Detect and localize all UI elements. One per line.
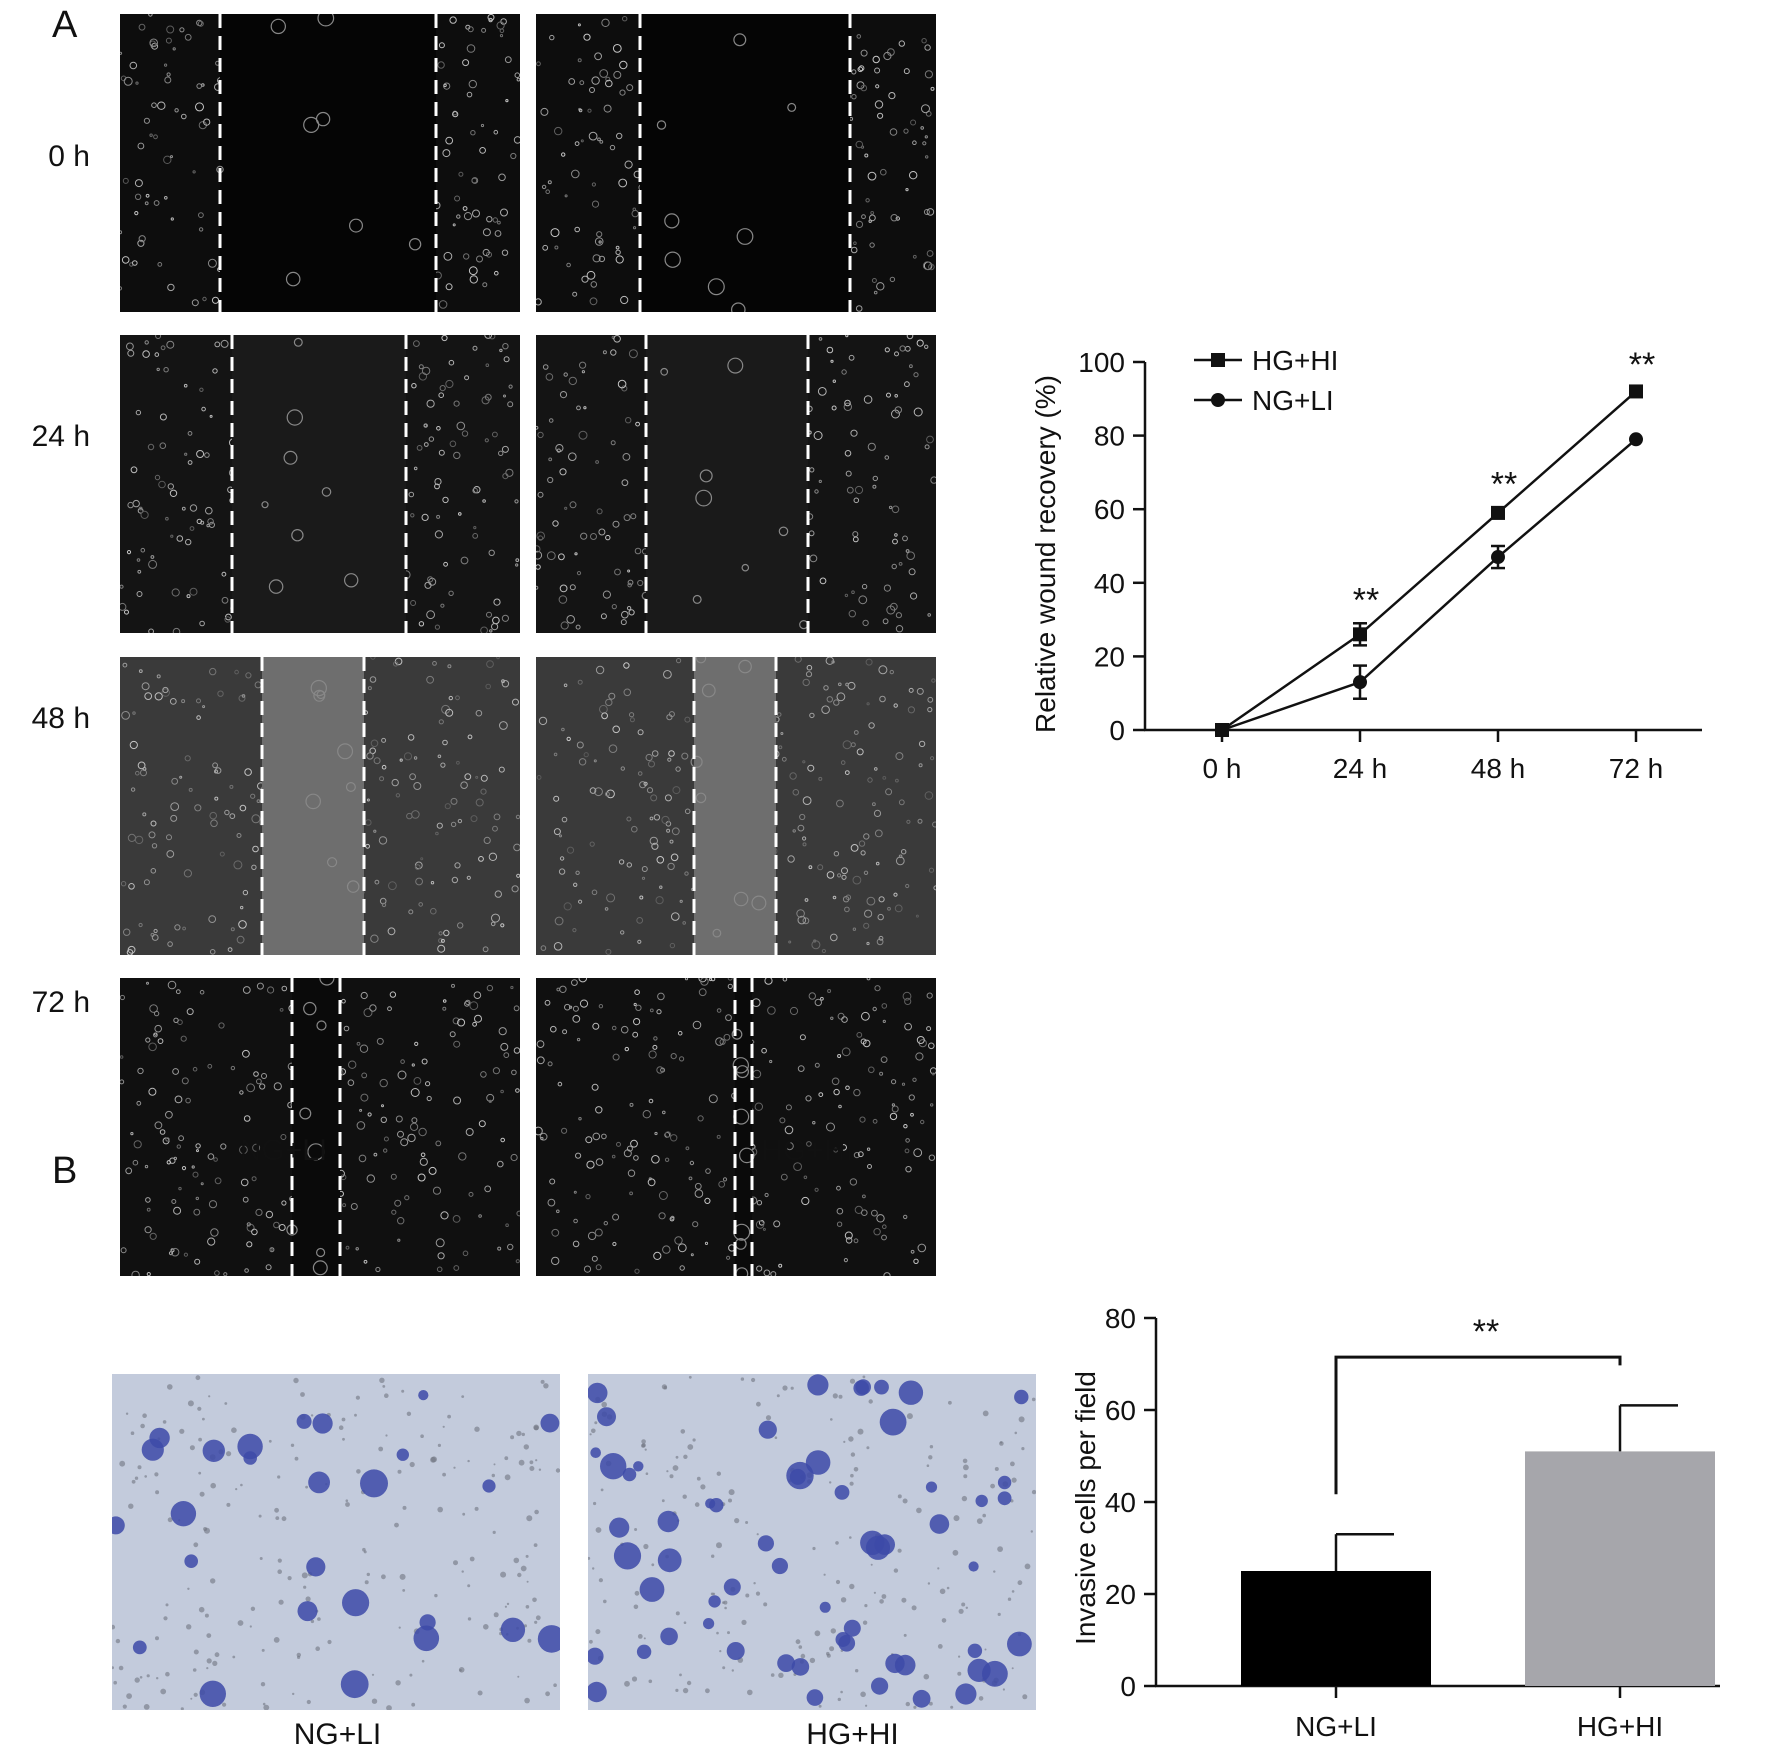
line-chart-legend: HG+HI NG+LI — [1194, 345, 1338, 416]
scratch-micrograph — [120, 657, 520, 955]
column-label-hg-hi-b: HG+HI — [806, 1718, 899, 1751]
data-point — [1353, 627, 1367, 642]
y-tick-label: 40 — [1105, 1487, 1136, 1518]
data-point — [1491, 550, 1505, 565]
y-tick-label: 100 — [1078, 347, 1125, 378]
bar-hg-hi: HG+HI — [1525, 1404, 1715, 1742]
legend-entry: HG+HI — [1252, 345, 1338, 376]
series-ng-li — [1215, 432, 1643, 737]
panel-label-a: A — [52, 4, 78, 46]
scratch-micrograph — [536, 335, 936, 633]
y-tick-label: 0 — [1109, 715, 1125, 746]
data-point — [1215, 723, 1229, 737]
bar — [1241, 1571, 1431, 1686]
scratch-micrograph — [120, 14, 520, 312]
y-tick-label: 40 — [1094, 568, 1125, 599]
time-label-72h: 72 h — [31, 986, 90, 1019]
y-axis-label: Invasive cells per field — [1070, 1371, 1101, 1645]
column-label-ng-li-b: NG+LI — [293, 1718, 382, 1751]
x-tick-label: 48 h — [1471, 753, 1526, 784]
scratch-micrograph — [536, 14, 936, 312]
column-label-ng-li-a: NG+LI — [239, 1134, 328, 1167]
y-tick-label: 0 — [1120, 1671, 1136, 1702]
transwell-micrograph — [112, 1374, 560, 1710]
series-line — [1221, 390, 1637, 732]
y-axis-label: Relative wound recovery (%) — [1030, 375, 1061, 733]
significance-marker: ** — [1491, 465, 1517, 503]
series-line — [1221, 438, 1637, 732]
y-tick-label: 60 — [1105, 1395, 1136, 1426]
bar-ng-li: NG+LI — [1241, 1532, 1431, 1742]
data-point — [1629, 384, 1643, 399]
line-chart-axes: 0 20 40 60 80 100 0 h 24 h 48 h 72 h — [1078, 347, 1702, 784]
y-tick-label: 80 — [1105, 1303, 1136, 1334]
data-point — [1629, 432, 1643, 447]
significance-bracket: ** — [1334, 1313, 1622, 1495]
scratch-micrograph — [120, 978, 520, 1276]
transwell-micrograph — [588, 1374, 1036, 1710]
x-tick-label: 24 h — [1333, 753, 1388, 784]
y-tick-label: 80 — [1094, 421, 1125, 452]
data-point — [1491, 505, 1505, 520]
x-tick-label: NG+LI — [1295, 1711, 1377, 1742]
invasive-cells-bar-chart: 0 20 40 60 80 Invasive cells per field NG+LI HG… — [1070, 1303, 1720, 1742]
scratch-micrograph — [536, 657, 936, 955]
panel-label-b: B — [52, 1150, 78, 1192]
significance-marker: ** — [1353, 581, 1379, 619]
data-point — [1353, 675, 1367, 690]
x-tick-label: 72 h — [1609, 753, 1664, 784]
scratch-micrograph — [536, 978, 936, 1276]
time-label-0h: 0 h — [48, 140, 90, 173]
time-label-48h: 48 h — [31, 702, 90, 735]
bar — [1525, 1451, 1715, 1686]
series-hg-hi — [1215, 384, 1643, 737]
legend-entry: NG+LI — [1252, 385, 1334, 416]
column-label-hg-hi-a: HG+HI — [761, 1134, 854, 1167]
y-tick-label: 60 — [1094, 494, 1125, 525]
significance-marker: ** — [1473, 1313, 1499, 1351]
significance-marker: ** — [1629, 346, 1655, 384]
y-tick-label: 20 — [1094, 641, 1125, 672]
x-tick-label: HG+HI — [1577, 1711, 1663, 1742]
y-tick-label: 20 — [1105, 1579, 1136, 1610]
x-tick-label: 0 h — [1203, 753, 1242, 784]
scratch-micrograph — [120, 335, 520, 633]
wound-recovery-line-chart: 0 20 40 60 80 100 0 h 24 h 48 h 72 h Relative woun… — [1030, 345, 1702, 784]
time-label-24h: 24 h — [31, 420, 90, 453]
